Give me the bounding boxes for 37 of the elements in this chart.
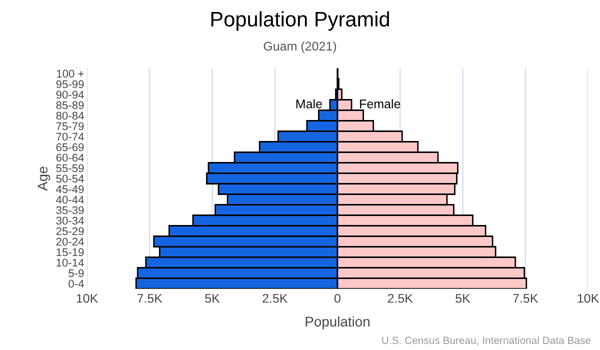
y-tick-label: 60-64 [56, 154, 84, 162]
y-tick-label: 30-34 [56, 216, 84, 225]
x-axis-title: Population [306, 316, 370, 330]
y-tick-label: 45-49 [56, 185, 84, 194]
y-tick-label: 70-74 [56, 132, 84, 141]
y-tick-label: 55-59 [56, 164, 84, 172]
y-tick-label: 0-4 [68, 280, 84, 288]
x-tick-label: 7.5K [137, 294, 162, 303]
y-tick-label: 25-29 [56, 227, 84, 236]
y-tick-label: 100 + [56, 70, 84, 78]
chart-subtitle: Guam (2021) [264, 41, 336, 54]
y-tick-label: 35-39 [56, 206, 84, 214]
y-tick-label: 15-19 [56, 248, 84, 256]
series-label: Female [360, 99, 400, 108]
y-axis-title: Age [38, 166, 50, 191]
y-tick-label: 90-94 [56, 90, 84, 99]
text: U.S. Census Bureau, International Data Base [382, 336, 591, 346]
y-tick-label: 65-69 [56, 143, 84, 152]
y-tick-label: 95-99 [56, 80, 84, 88]
chart-title: Population Pyramid [211, 11, 389, 31]
x-tick-label: 5K [205, 294, 220, 303]
y-tick-label: 10-14 [56, 258, 84, 267]
y-tick-label: 20-24 [56, 238, 84, 246]
y-tick-label: 75-79 [56, 122, 84, 130]
x-tick-label: 2.5K [262, 294, 288, 303]
x-tick-label: 5K [456, 294, 470, 303]
y-tick-label: 80-84 [56, 112, 84, 120]
y-tick-label: 50-54 [56, 174, 84, 183]
x-tick-label: 10K [578, 294, 599, 303]
x-tick-label: 10K [76, 294, 98, 303]
x-tick-label: 7.5K [513, 294, 538, 303]
y-tick-label: 5-9 [68, 269, 84, 278]
x-tick-label: 0 [334, 294, 340, 303]
x-tick-label: 2.5K [388, 294, 413, 303]
y-tick-label: 85-89 [56, 101, 84, 110]
series-label: Male [296, 99, 322, 108]
y-tick-label: 40-44 [56, 196, 84, 204]
